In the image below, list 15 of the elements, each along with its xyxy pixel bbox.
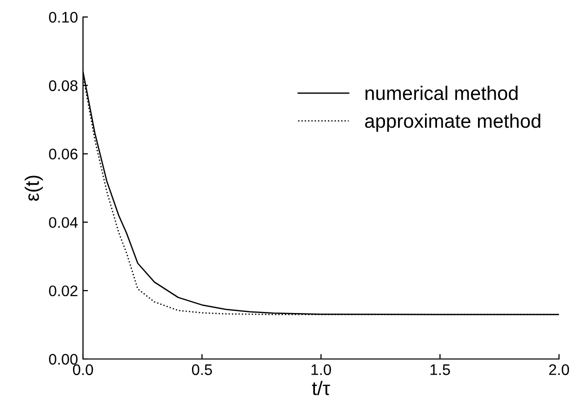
x-tick-label: 1.5	[430, 364, 450, 376]
x-axis-title: t/τ	[312, 380, 330, 396]
y-tick-label: 0.02	[49, 285, 78, 296]
y-tick-label: 0.04	[49, 217, 78, 228]
y-tick-label: 0.06	[49, 148, 78, 160]
y-tick-label: 0.08	[49, 80, 78, 92]
legend-label: numerical method	[366, 86, 518, 100]
y-tick-label: 0.10	[49, 12, 78, 23]
x-tick-label: 1.0	[312, 364, 332, 376]
x-tick-label: 2.0	[549, 364, 570, 376]
y-axis-title: ε(t)	[24, 176, 43, 201]
x-tick-label: 0.5	[192, 364, 212, 376]
legend-label: approximate method	[365, 114, 540, 132]
x-tick-label: 0.0	[72, 364, 94, 376]
y-tick-label: 0.00	[49, 354, 78, 365]
